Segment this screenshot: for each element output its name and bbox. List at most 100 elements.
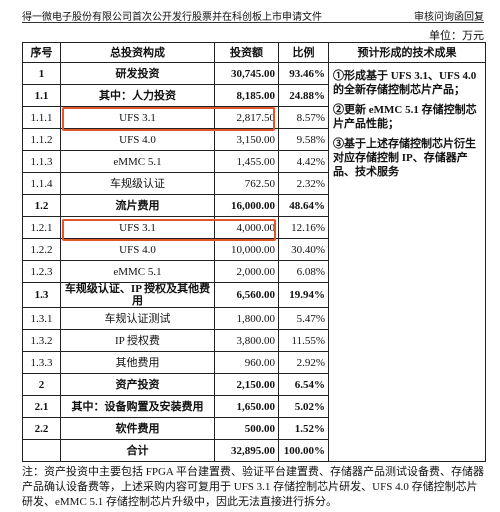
table-cell: 1.3.1 (22, 307, 61, 330)
table-row: 1.2 流片费用 16,000.00 48.64% (22, 194, 486, 217)
table-cell: 1 (22, 62, 61, 85)
table-cell: 24.88% (278, 84, 329, 107)
column-header: 序号 (22, 42, 61, 63)
table-cell: 1,650.00 (214, 395, 279, 418)
table-cell: 3,150.00 (214, 128, 279, 151)
table-cell: 其中：设备购置及安装费用 (60, 395, 215, 418)
table-row: 2 资产投资 2,150.00 6.54% (22, 373, 486, 396)
table-cell (22, 439, 61, 462)
table-cell: 1.2 (22, 194, 61, 217)
table-cell: 10,000.00 (214, 238, 279, 261)
total-row: 合计 32,895.00 100.00% (22, 439, 486, 462)
table-cell: 2,000.00 (214, 260, 279, 283)
table-cell: 6.08% (278, 260, 329, 283)
result-item: ①形成基于 UFS 3.1、UFS 4.0 的全新存储控制芯片产品； (333, 70, 477, 96)
table-cell: 2.92% (278, 351, 329, 374)
column-header: 投资额 (214, 42, 279, 63)
table-cell: 1.1.4 (22, 172, 61, 195)
table-cell: 1.3 (22, 282, 61, 308)
header-left: 得一微电子股份有限公司首次公开发行股票并在科创板上市申请文件 (22, 12, 322, 23)
table-cell: 1,455.00 (214, 150, 279, 173)
table-cell: 4,000.00 (214, 216, 279, 239)
table-cell: 6.54% (278, 373, 329, 396)
table-cell: 30,745.00 (214, 62, 279, 85)
table-cell: IP 授权费 (60, 329, 215, 352)
table-cell: 车规级认证、IP 授权及其他费用 (60, 282, 215, 308)
table-cell: 1.2.2 (22, 238, 61, 261)
table-cell: 6,560.00 (214, 282, 279, 308)
table-cell: 流片费用 (60, 194, 215, 217)
table-row: 1 研发投资 30,745.00 93.46% ①形成基于 UFS 3.1、UFS 4.… (22, 62, 486, 462)
table-cell: 16,000.00 (214, 194, 279, 217)
table-cell: 500.00 (214, 417, 279, 440)
table-cell: 8.57% (278, 106, 329, 129)
table-row: 1.3.1 车规认证测试 1,800.00 5.47% (22, 307, 486, 330)
table-cell: 2.2 (22, 417, 61, 440)
table-cell: 1.2.3 (22, 260, 61, 283)
table-cell: 5.02% (278, 395, 329, 418)
result-item: ②更新 eMMC 5.1 存储控制芯片产品性能； (333, 104, 477, 130)
table-cell: 5.47% (278, 307, 329, 330)
table-cell: 48.64% (278, 194, 329, 217)
footnote: 注：资产投资中主要包括 FPGA 平台建置费、验证平台建置费、存储器产品测试设备… (22, 466, 485, 508)
table-cell: 762.50 (214, 172, 279, 195)
table-cell: 32,895.00 (214, 439, 279, 462)
page-header: 得一微电子股份有限公司首次公开发行股票并在科创板上市申请文件 审核问询函回复 (22, 6, 484, 23)
highlight-box (62, 107, 275, 131)
table-cell: 1.3.3 (22, 351, 61, 374)
table-cell: 4.42% (278, 150, 329, 173)
table-row: 1.2.1 UFS 3.1 4,000.00 12.16% (22, 216, 486, 239)
table-row: 1.3.3 其他费用 960.00 2.92% (22, 351, 486, 374)
table-cell: 1.1.3 (22, 150, 61, 173)
table-cell: 资产投资 (60, 373, 215, 396)
table-cell: 车规认证测试 (60, 307, 215, 330)
table-cell: 19.94% (278, 282, 329, 308)
table-cell: 30.40% (278, 238, 329, 261)
table-cell: 1.1.1 (22, 106, 61, 129)
table-cell: eMMC 5.1 (60, 150, 215, 173)
table-cell: 11.55% (278, 329, 329, 352)
table-cell: 100.00% (278, 439, 329, 462)
highlight-box (62, 219, 276, 241)
table-cell: 93.46% (278, 62, 329, 85)
investment-table: 序号 总投资构成 投资额 比例 预计形成的技术成果 1 研发投资 30,745.00 93.4… (22, 42, 486, 462)
table-cell: 12.16% (278, 216, 329, 239)
table-cell: UFS 4.0 (60, 238, 215, 261)
table-row: 2.1 其中：设备购置及安装费用 1,650.00 5.02% (22, 395, 486, 418)
table-cell: 研发投资 (60, 62, 215, 85)
table-row: 1.3.2 IP 授权费 3,800.00 11.55% (22, 329, 486, 352)
result-item: ③基于上述存储控制芯片衍生对应存储控制 IP、存储器产品、技术服务 (333, 138, 476, 178)
table-cell: 8,185.00 (214, 84, 279, 107)
table-cell: 软件费用 (60, 417, 215, 440)
table-cell: 1.3.2 (22, 329, 61, 352)
column-header: 预计形成的技术成果 (328, 42, 486, 63)
results-cell: ①形成基于 UFS 3.1、UFS 4.0 的全新存储控制芯片产品； ②更新 eM… (328, 62, 486, 462)
table-cell: 2.32% (278, 172, 329, 195)
table-cell: 2 (22, 373, 61, 396)
table-cell: 合计 (60, 439, 215, 462)
table-cell: 2.1 (22, 395, 61, 418)
table-cell: 1.1.2 (22, 128, 61, 151)
table-row: 1.1 其中：人力投资 8,185.00 24.88% (22, 84, 486, 107)
table-row: 1.1.4 车规级认证 762.50 2.32% (22, 172, 486, 195)
table-cell: 1.52% (278, 417, 329, 440)
unit-label: 单位：万元 (429, 30, 484, 42)
table-row: 1.2.3 eMMC 5.1 2,000.00 6.08% (22, 260, 486, 283)
table-row: 1.3 车规级认证、IP 授权及其他费用 6,560.00 19.94% (22, 282, 486, 308)
header-right: 审核问询函回复 (414, 12, 484, 23)
column-header: 总投资构成 (60, 42, 215, 63)
table-row: 1.1.3 eMMC 5.1 1,455.00 4.42% (22, 150, 486, 173)
table-cell: 1,800.00 (214, 307, 279, 330)
table-cell: 车规级认证 (60, 172, 215, 195)
column-header: 比例 (278, 42, 329, 63)
table-cell: UFS 4.0 (60, 128, 215, 151)
table-cell: 2,150.00 (214, 373, 279, 396)
table-cell: 其他费用 (60, 351, 215, 374)
table-cell: 1.1 (22, 84, 61, 107)
table-cell: 其中：人力投资 (60, 84, 215, 107)
table-cell: 1.2.1 (22, 216, 61, 239)
table-cell: eMMC 5.1 (60, 260, 215, 283)
table-cell: 9.58% (278, 128, 329, 151)
table-cell: 960.00 (214, 351, 279, 374)
